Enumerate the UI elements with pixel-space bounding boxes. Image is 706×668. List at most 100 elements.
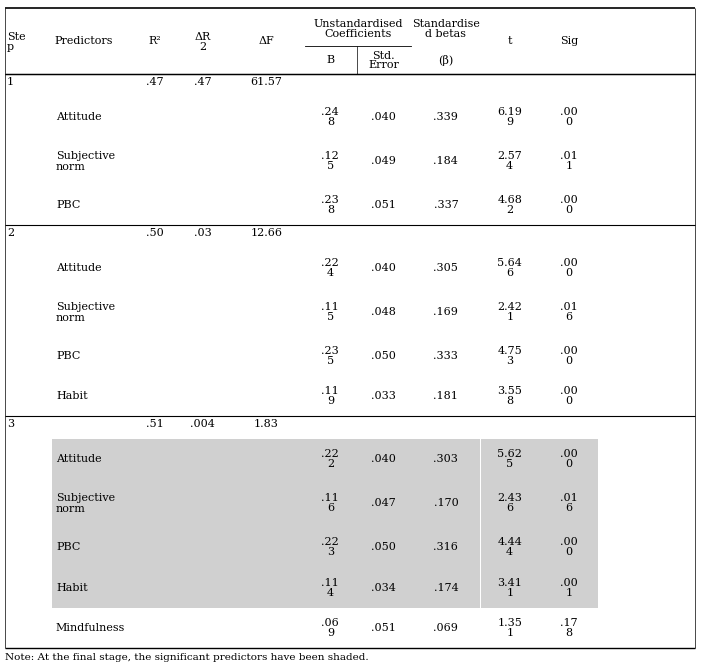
Text: Standardise: Standardise: [412, 19, 480, 29]
Text: .01: .01: [560, 151, 578, 161]
Text: 8: 8: [566, 628, 573, 638]
Text: 4: 4: [506, 547, 513, 557]
Text: 1: 1: [566, 161, 573, 171]
Text: norm: norm: [56, 313, 86, 323]
Text: 2.57: 2.57: [497, 151, 522, 161]
Text: .12: .12: [321, 151, 339, 161]
Text: .033: .033: [371, 391, 396, 401]
Text: B: B: [326, 55, 335, 65]
Text: .050: .050: [371, 542, 396, 552]
Text: norm: norm: [56, 162, 86, 172]
Text: 1: 1: [506, 628, 513, 638]
Text: Subjective: Subjective: [56, 151, 115, 161]
Text: .11: .11: [321, 302, 339, 312]
Text: .11: .11: [321, 578, 339, 588]
Text: .01: .01: [560, 493, 578, 503]
Text: Sig: Sig: [560, 36, 578, 46]
Text: .01: .01: [560, 302, 578, 312]
Text: .305: .305: [433, 263, 458, 273]
Text: .47: .47: [145, 77, 163, 87]
Bar: [481, 439, 599, 480]
Text: .23: .23: [321, 195, 339, 205]
Text: Unstandardised: Unstandardised: [313, 19, 402, 29]
Text: .184: .184: [433, 156, 458, 166]
Text: 8: 8: [327, 117, 334, 127]
Bar: [52, 439, 479, 480]
Text: .24: .24: [321, 107, 339, 117]
Text: PBC: PBC: [56, 351, 80, 361]
Text: 0: 0: [566, 356, 573, 366]
Text: Note: At the final stage, the significant predictors have been shaded.: Note: At the final stage, the significan…: [5, 653, 369, 662]
Text: p: p: [7, 42, 14, 52]
Text: .03: .03: [194, 228, 212, 238]
Text: 8: 8: [327, 205, 334, 215]
Text: 6: 6: [566, 503, 573, 513]
Text: .333: .333: [433, 351, 458, 361]
Text: 4: 4: [506, 161, 513, 171]
Text: 1: 1: [506, 312, 513, 322]
Text: ΔF: ΔF: [258, 36, 275, 46]
Text: 9: 9: [327, 396, 334, 406]
Text: 12.66: 12.66: [251, 228, 282, 238]
Text: .181: .181: [433, 391, 458, 401]
Text: 6.19: 6.19: [497, 107, 522, 117]
Text: .47: .47: [194, 77, 212, 87]
Text: .170: .170: [433, 498, 458, 508]
Bar: [481, 567, 599, 608]
Text: 2: 2: [199, 42, 206, 52]
Text: .040: .040: [371, 112, 396, 122]
Text: PBC: PBC: [56, 200, 80, 210]
Text: 5.62: 5.62: [497, 449, 522, 459]
Text: .22: .22: [321, 449, 339, 459]
Text: .049: .049: [371, 156, 396, 166]
Text: (β): (β): [438, 55, 453, 65]
Text: .06: .06: [321, 618, 339, 628]
Text: 1: 1: [566, 588, 573, 598]
Text: 3: 3: [506, 356, 513, 366]
Text: Attitude: Attitude: [56, 263, 102, 273]
Text: .050: .050: [371, 351, 396, 361]
Text: Ste: Ste: [7, 32, 25, 42]
Text: .040: .040: [371, 263, 396, 273]
Text: 2.43: 2.43: [497, 493, 522, 503]
Text: 6: 6: [327, 503, 334, 513]
Text: Habit: Habit: [56, 391, 88, 401]
Text: .22: .22: [321, 258, 339, 268]
Text: d betas: d betas: [426, 29, 467, 39]
Text: .50: .50: [145, 228, 163, 238]
Text: 61.57: 61.57: [251, 77, 282, 87]
Text: .303: .303: [433, 454, 458, 464]
Text: 0: 0: [566, 396, 573, 406]
Text: .23: .23: [321, 346, 339, 356]
Text: R²: R²: [148, 36, 161, 46]
Text: 6: 6: [506, 503, 513, 513]
Text: PBC: PBC: [56, 542, 80, 552]
Text: Habit: Habit: [56, 582, 88, 593]
Text: 1: 1: [506, 588, 513, 598]
Text: .00: .00: [560, 537, 578, 547]
Text: 0: 0: [566, 117, 573, 127]
Text: 1.83: 1.83: [254, 420, 279, 430]
Text: 6: 6: [506, 268, 513, 278]
Text: .22: .22: [321, 537, 339, 547]
Text: 8: 8: [506, 396, 513, 406]
Text: 1: 1: [7, 77, 14, 87]
Bar: [52, 480, 479, 527]
Text: 4: 4: [327, 588, 334, 598]
Text: Error: Error: [369, 60, 400, 70]
Text: 4.68: 4.68: [497, 195, 522, 205]
Text: ΔR: ΔR: [195, 32, 211, 42]
Text: .051: .051: [371, 200, 396, 210]
Text: 3.41: 3.41: [497, 578, 522, 588]
Text: 0: 0: [566, 268, 573, 278]
Text: .00: .00: [560, 107, 578, 117]
Text: norm: norm: [56, 504, 86, 514]
Text: .004: .004: [190, 420, 215, 430]
Text: Mindfulness: Mindfulness: [56, 623, 125, 633]
Text: 4.75: 4.75: [497, 346, 522, 356]
Text: 5: 5: [327, 161, 334, 171]
Text: 1.35: 1.35: [497, 618, 522, 628]
Text: 2: 2: [327, 459, 334, 469]
Bar: [52, 567, 479, 608]
Bar: [52, 527, 479, 567]
